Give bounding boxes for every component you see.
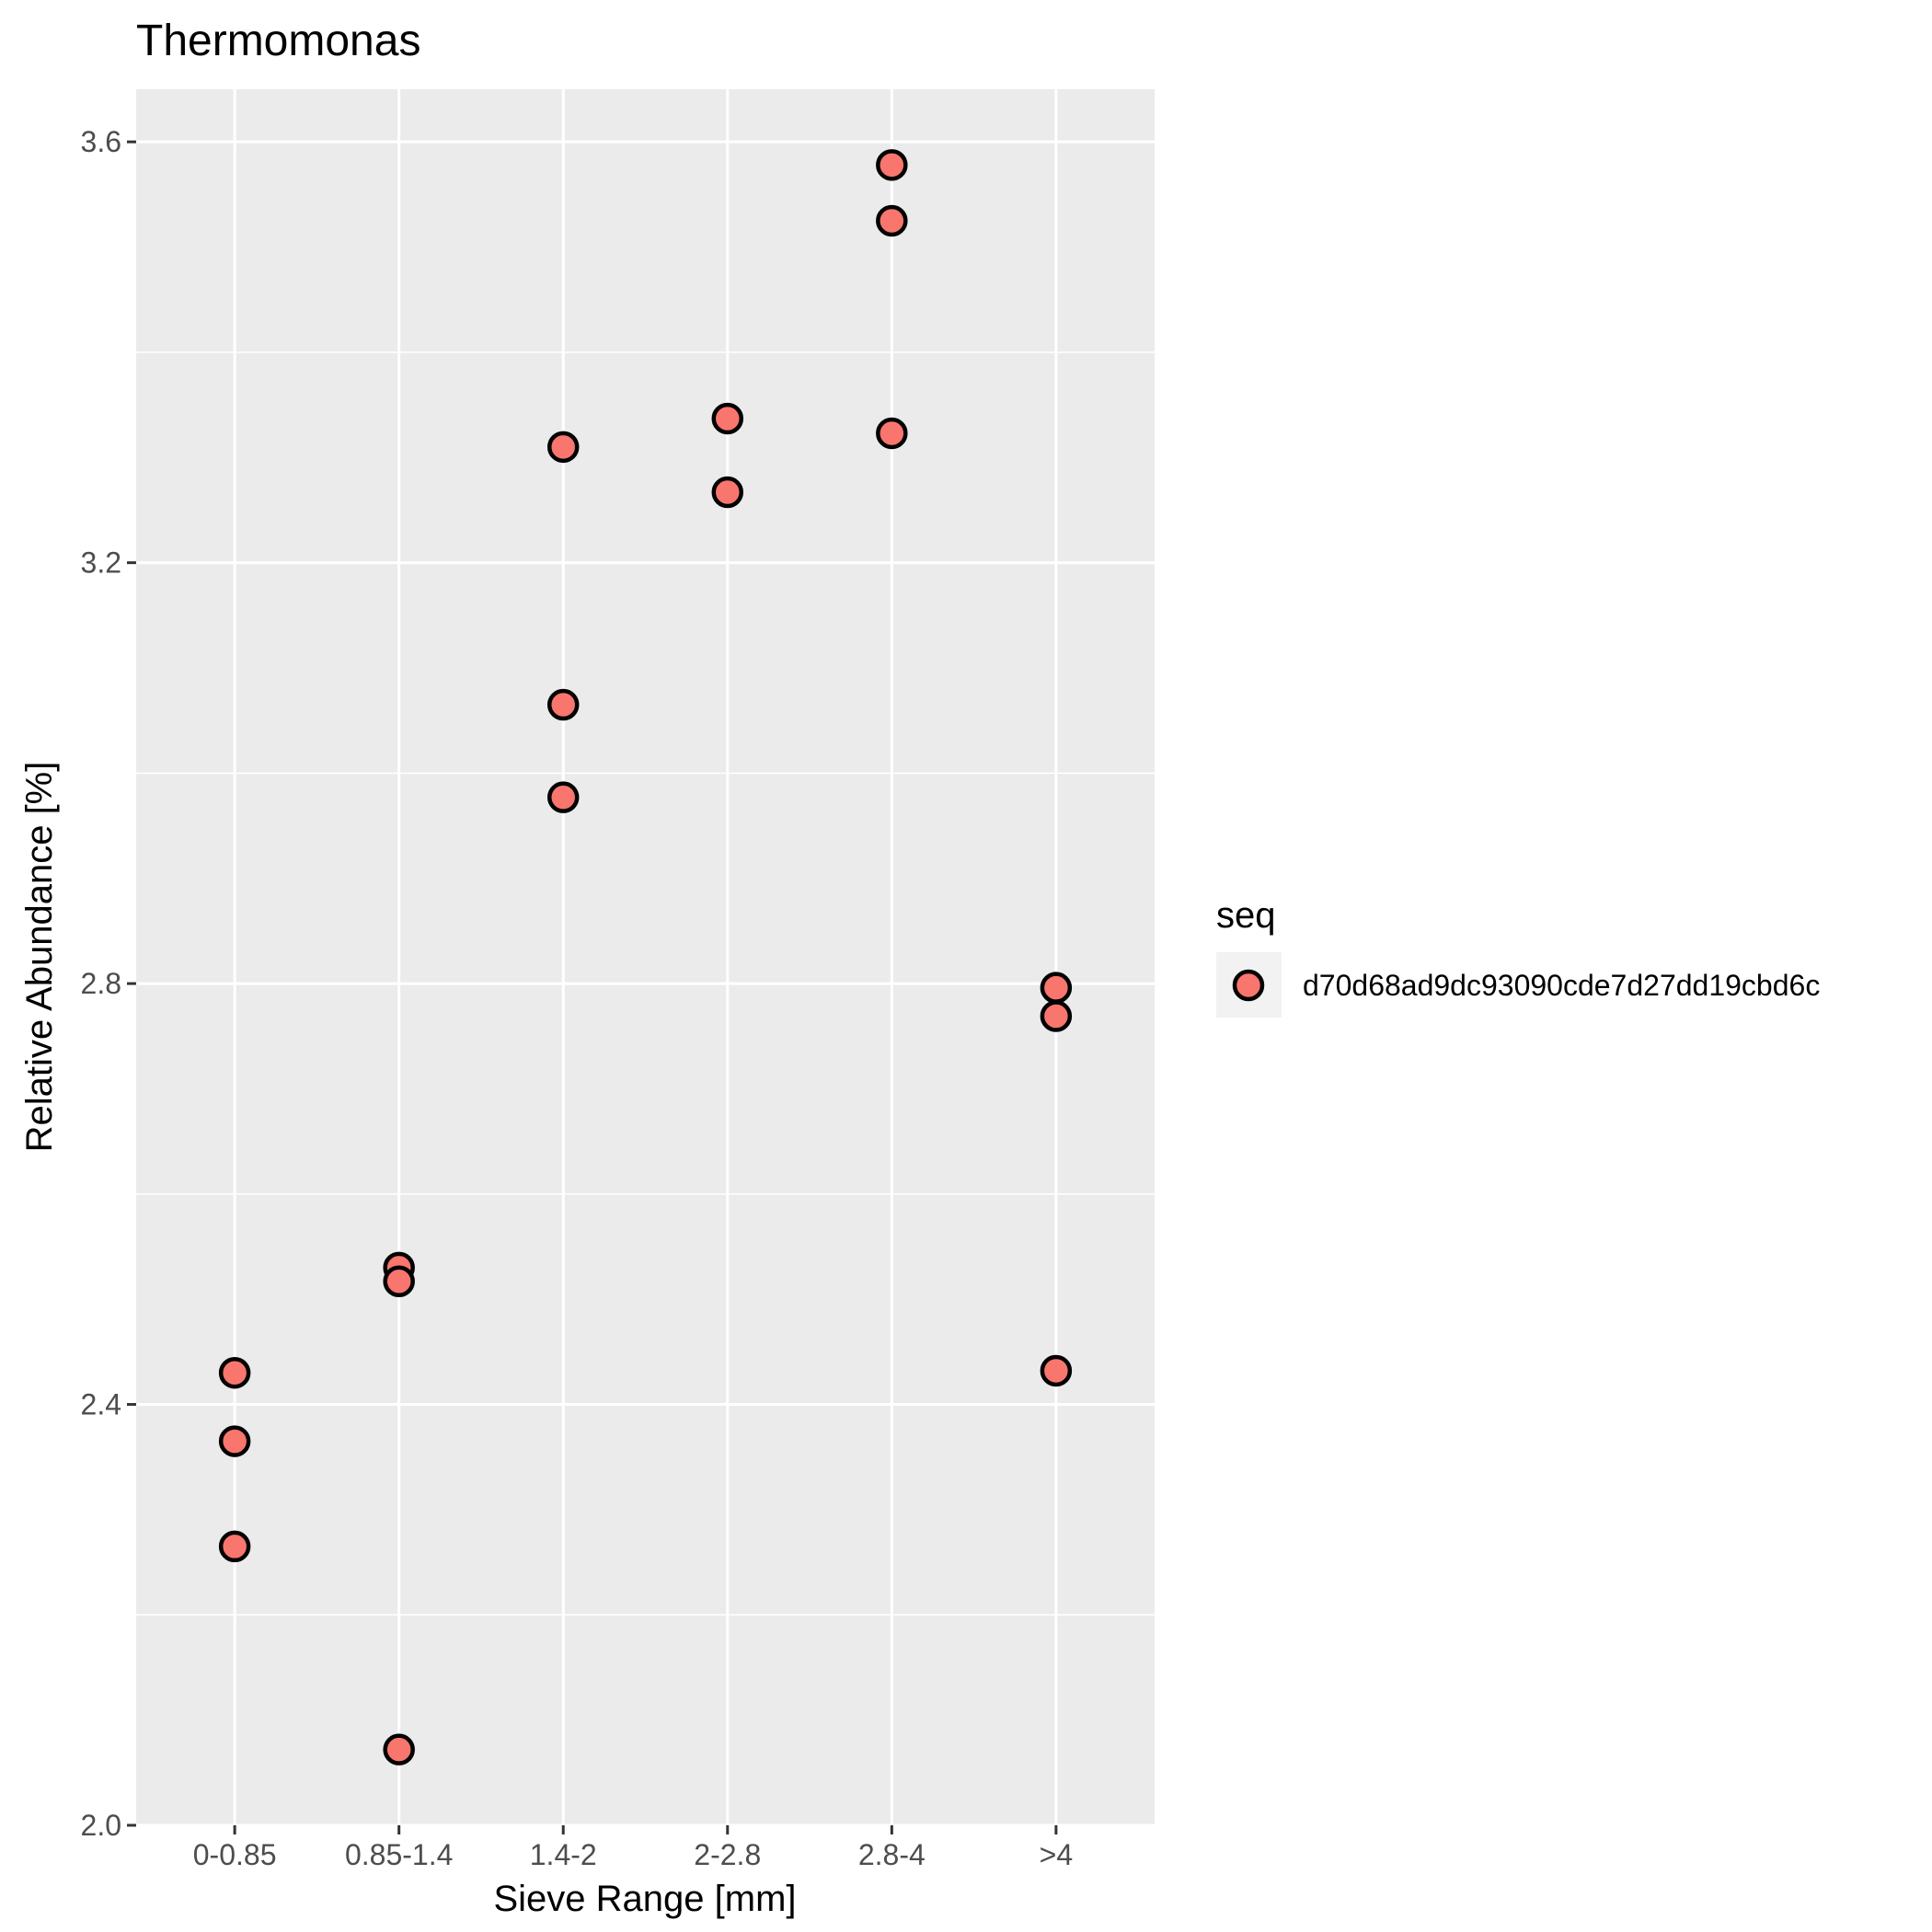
y-tick-label: 2.4 bbox=[81, 1388, 121, 1421]
legend-label: d70d68ad9dc93090cde7d27dd19cbd6c bbox=[1303, 969, 1820, 1002]
data-point bbox=[1040, 1000, 1073, 1032]
y-tick-label: 2.8 bbox=[81, 967, 121, 1000]
data-point bbox=[546, 431, 580, 464]
data-point bbox=[876, 417, 908, 450]
data-point bbox=[711, 476, 744, 509]
y-tick-label: 3.6 bbox=[81, 125, 121, 158]
data-point bbox=[1040, 972, 1073, 1004]
axis-ticks: 2.0 2.4 2.8 3.2 3.6 0-0.85 0.85-1.4 1.4-2 2-2.8 2… bbox=[81, 125, 1074, 1871]
data-point bbox=[218, 1425, 251, 1457]
data-point bbox=[546, 688, 580, 721]
y-tick-label: 2.0 bbox=[81, 1809, 121, 1842]
data-point bbox=[546, 781, 580, 813]
data-point bbox=[1040, 1354, 1073, 1387]
data-point bbox=[218, 1530, 251, 1563]
legend: seq d70d68ad9dc93090cde7d27dd19cbd6c bbox=[1216, 895, 1820, 1018]
x-tick-label: 1.4-2 bbox=[530, 1838, 597, 1871]
data-point bbox=[711, 402, 744, 435]
y-tick-label: 3.2 bbox=[81, 546, 121, 580]
legend-title: seq bbox=[1216, 895, 1276, 936]
data-point bbox=[383, 1733, 415, 1765]
x-tick-label: >4 bbox=[1040, 1838, 1073, 1871]
x-tick-label: 0.85-1.4 bbox=[345, 1838, 453, 1871]
plot-panel bbox=[136, 89, 1155, 1825]
data-point bbox=[876, 204, 908, 237]
data-point bbox=[218, 1356, 251, 1389]
data-point bbox=[876, 149, 908, 181]
legend-key-point-icon bbox=[1232, 969, 1265, 1002]
x-axis-title: Sieve Range [mm] bbox=[493, 1879, 796, 1919]
x-tick-label: 0-0.85 bbox=[193, 1838, 277, 1871]
chart-title: Thermomonas bbox=[136, 17, 420, 65]
x-tick-label: 2.8-4 bbox=[858, 1838, 926, 1871]
data-point bbox=[383, 1265, 415, 1297]
data-points bbox=[218, 149, 1073, 1765]
y-axis-title: Relative Abundance [%] bbox=[19, 762, 60, 1153]
x-tick-label: 2-2.8 bbox=[694, 1838, 761, 1871]
